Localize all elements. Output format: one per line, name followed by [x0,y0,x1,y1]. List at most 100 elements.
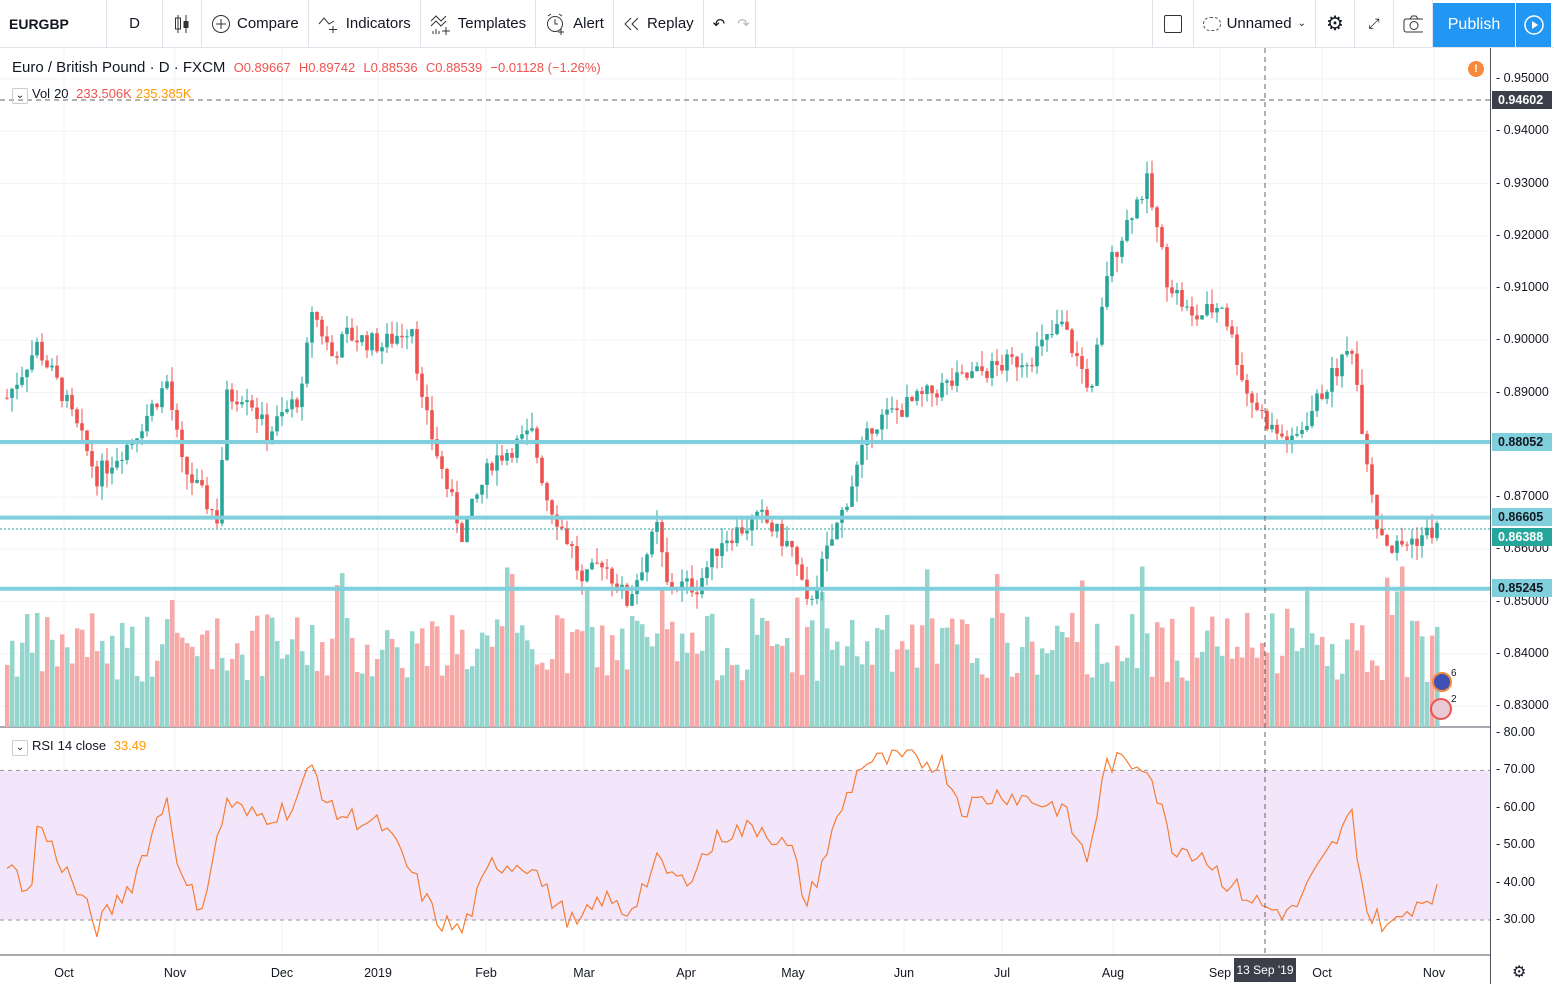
compare-label: Compare [237,15,299,32]
chart-type-button[interactable] [163,0,202,48]
volume-bar [450,615,455,727]
volume-bar [440,675,445,727]
candle-body [950,380,954,386]
templates-icon [430,14,450,35]
volume-bar [755,634,760,727]
event-count: 6 [1451,668,1457,679]
volume-bar [300,651,305,727]
candle-body [235,401,239,405]
event-badge-eu[interactable] [1432,672,1452,692]
volume-bar [540,662,545,727]
volume-bar [315,671,320,727]
candle-body [300,383,304,408]
volume-bar [875,628,880,727]
multi-layout-button[interactable] [1152,0,1194,48]
candle-body [375,333,379,352]
crosshair-time-tag: 13 Sep '19 [1234,958,1296,982]
volume-bar [1275,673,1280,727]
time-axis-label: Jun [893,966,915,980]
candle-body [660,522,664,553]
time-axis-label: May [781,966,805,980]
candle-body [655,522,659,532]
candle-body [680,581,684,591]
volume-bar [1330,644,1335,727]
volume-bar [935,663,940,727]
volume-bar [645,637,650,727]
candle-body [960,372,964,374]
candle-body [1225,307,1229,327]
warning-icon[interactable]: ! [1468,61,1484,77]
candle-body [1290,435,1294,445]
candle-body [310,311,314,343]
candle-body [1325,391,1329,399]
candle-body [705,567,709,579]
candle-body [1005,354,1009,371]
candle-body [760,509,764,512]
volume-bar [1080,580,1085,727]
volume-bar [555,615,560,727]
candle-body [95,466,99,487]
snapshot-button[interactable] [1394,0,1433,48]
candle-body [650,531,654,555]
volume-bar [155,660,160,727]
candle-body [915,391,919,401]
volume-bar [340,573,345,727]
candle-body [1110,252,1114,277]
square-icon [1164,14,1182,33]
collapse-chevron-icon[interactable]: ⌄ [12,740,28,756]
volume-bar [345,618,350,727]
interval-button[interactable]: D [107,0,163,48]
volume-bar [915,667,920,727]
settings-button[interactable]: ⚙ [1316,0,1355,48]
volume-bar [1045,653,1050,727]
volume-bar [200,634,205,727]
redo-icon[interactable]: ↷ [737,15,750,33]
volume-bar [485,635,490,727]
volume-bar [350,637,355,727]
volume-bar [745,669,750,727]
rsi-line [6,749,1438,938]
volume-bar [455,654,460,727]
volume-bar [1420,636,1425,727]
candle-body [775,523,779,532]
candle-body [790,541,794,548]
volume-bar [765,620,770,727]
publish-button[interactable]: Publish [1433,3,1515,47]
collapse-chevron-icon[interactable]: ⌄ [12,88,28,104]
volume-bar [690,632,695,727]
candle-body [165,381,169,389]
candle-body [1430,527,1434,538]
indicators-button[interactable]: Indicators [309,0,421,48]
chart-canvas[interactable] [0,48,1490,984]
axis-settings-icon[interactable]: ⚙ [1512,964,1527,981]
legend-change: −0.01128 (−1.26%) [490,60,601,75]
replay-button[interactable]: Replay [614,0,704,48]
undo-icon[interactable]: ↶ [712,15,726,33]
candle-body [20,377,24,385]
legend-high: H0.89742 [298,60,356,75]
candle-body [900,410,904,417]
candle-body [1210,303,1214,313]
candle-body [1240,365,1244,381]
candle-body [815,587,819,599]
candle-body [1175,289,1179,294]
layout-menu[interactable]: Unnamed ⌄ [1194,0,1316,48]
volume-bar [30,652,35,727]
volume-bar [1030,641,1035,727]
volume-bar [780,645,785,727]
candle-body [885,409,889,415]
volume-bar [1215,646,1220,727]
candle-body [1385,535,1389,546]
alert-button[interactable]: Alert [536,0,614,48]
volume-bar [285,654,290,727]
symbol-search[interactable]: EURGBP [0,0,107,48]
compare-button[interactable]: Compare [202,0,309,48]
templates-button[interactable]: Templates [421,0,537,48]
volume-bar [1145,633,1150,727]
volume-bar [710,613,715,727]
event-badge-uk[interactable] [1430,698,1452,720]
stream-button[interactable] [1515,3,1551,47]
fullscreen-button[interactable]: ⤢ [1355,0,1394,48]
indicators-label: Indicators [345,15,411,32]
volume-bar [1200,651,1205,727]
